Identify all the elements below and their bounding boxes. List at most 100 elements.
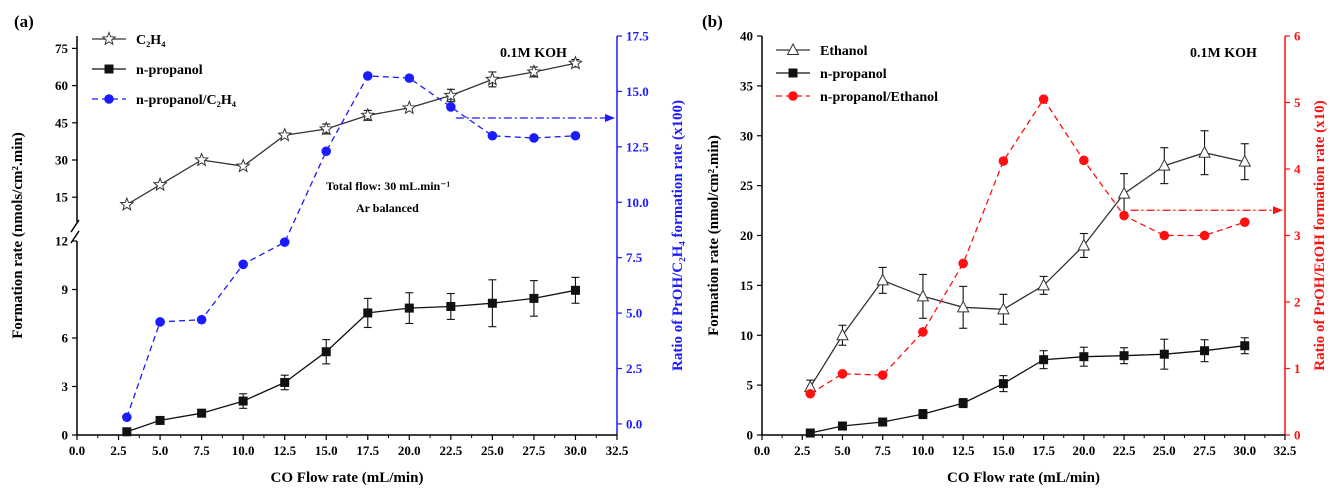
x-tick-label: 20.0 (398, 443, 421, 458)
x-tick-label: 7.5 (193, 443, 210, 458)
series-line (126, 289, 576, 433)
y2-axis-label: Ratio of PrOH/C₂H₄ formation rate (x100) (670, 100, 686, 371)
x-tick-label: 12.5 (952, 443, 975, 458)
legend-marker (788, 91, 798, 101)
x-tick-label: 25.0 (1153, 443, 1176, 458)
data-point (194, 152, 210, 167)
panel-letter: (b) (702, 12, 723, 31)
y-tick-label: 0 (62, 428, 69, 443)
data-point (487, 298, 497, 308)
y-tick-label: 10 (740, 328, 753, 343)
data-point (1159, 349, 1169, 359)
data-point (1238, 154, 1252, 167)
data-point (570, 285, 580, 295)
data-point (446, 102, 456, 112)
series-1 (122, 276, 580, 437)
x-tick-label: 2.5 (794, 443, 811, 458)
y-axis-label: Formation rate (nmol/cm².min) (706, 135, 722, 336)
x-tick-label: 27.5 (1193, 443, 1216, 458)
legend-label: n-propanol (820, 67, 887, 82)
x-tick-label: 15.0 (992, 443, 1015, 458)
data-point (152, 176, 168, 192)
y-tick-label: 60 (55, 78, 68, 93)
series-line (809, 98, 1246, 395)
panel-a: 0.0 2.5 5.0 7.5 10.0 12.5 15.0 17.5 20.0 22.5 25.0… (10, 12, 686, 486)
x-tick-label: 17.5 (1032, 443, 1055, 458)
x-tick-label: 15.0 (315, 443, 338, 458)
series-0 (119, 55, 583, 212)
data-point (997, 302, 1010, 315)
series-2 (805, 94, 1250, 399)
x-tick-label: 2.5 (110, 443, 127, 458)
y-tick-label: 35 (740, 78, 754, 93)
y2-tick-label: 0.0 (626, 416, 642, 431)
y-tick-label: 15 (740, 278, 754, 293)
x-tick-label: 20.0 (1072, 443, 1095, 458)
axis-pointer-arrowhead (1273, 206, 1283, 215)
data-point (1200, 346, 1210, 356)
data-point (362, 71, 373, 81)
data-point (998, 379, 1008, 389)
annotation-text: Ar balanced (356, 201, 419, 215)
data-point (837, 369, 848, 379)
data-point (567, 55, 583, 70)
data-point (837, 421, 847, 431)
condition-label: 0.1M KOH (1190, 46, 1257, 61)
y-tick-label: 5 (747, 378, 754, 393)
series-line (126, 62, 576, 206)
data-point (1240, 341, 1250, 351)
data-point (529, 293, 539, 303)
data-point (321, 146, 332, 157)
y-tick-label: 30 (55, 153, 68, 168)
y-tick-label: 15 (55, 190, 69, 205)
y2-tick-label: 17.5 (626, 29, 649, 44)
y2-tick-label: 4 (1294, 162, 1301, 177)
y2-tick-label: 1 (1294, 361, 1301, 376)
legend: C₂H₄ n-propanol n-propanol/C₂H₄ (92, 31, 237, 108)
data-point (916, 289, 930, 302)
data-point (119, 196, 135, 212)
data-point (1239, 217, 1250, 227)
x-tick-label: 12.5 (273, 443, 296, 458)
legend-label: n-propanol (136, 63, 203, 78)
data-point (1079, 155, 1089, 166)
x-tick-label: 0.0 (69, 443, 85, 458)
series-1 (805, 337, 1250, 438)
data-point (1199, 230, 1210, 241)
y-tick-label: 0 (747, 428, 754, 443)
annotation-text: Total flow: 30 mL.min⁻¹ (326, 179, 451, 193)
panel-b: 0.0 2.5 5.0 7.5 10.0 12.5 15.0 17.5 20.0 22.5 25.0… (702, 12, 1328, 486)
data-point (360, 107, 376, 122)
x-tick-label: 32.5 (1274, 443, 1297, 458)
data-point (196, 314, 207, 325)
x-tick-label: 30.0 (1233, 443, 1256, 458)
data-point (443, 87, 459, 102)
data-point (1038, 94, 1049, 104)
data-point (1119, 210, 1129, 221)
data-point (918, 327, 928, 337)
y2-tick-label: 7.5 (626, 250, 643, 265)
data-point (404, 73, 415, 83)
legend-label: n-propanol/Ethanol (820, 90, 938, 105)
x-tick-label: 22.5 (1113, 443, 1136, 458)
data-point (805, 388, 816, 399)
data-point (401, 100, 417, 115)
x-tick-label: 7.5 (875, 443, 892, 458)
series-line (810, 345, 1245, 434)
data-point (529, 133, 539, 143)
data-point (238, 396, 248, 406)
data-point (1077, 238, 1091, 251)
y-tick-label: 9 (62, 282, 69, 297)
data-point (1198, 145, 1211, 158)
x-tick-label: 27.5 (523, 443, 546, 458)
y2-tick-label: 2 (1294, 295, 1301, 310)
y2-tick-label: 2.5 (626, 361, 643, 376)
data-point (280, 377, 290, 387)
data-point (277, 127, 293, 142)
x-axis-label: CO Flow rate (mL/min) (947, 470, 1100, 486)
y-axis-label: Formation rate (nmols/cm².min) (10, 132, 26, 339)
data-point (235, 158, 251, 173)
y-tick-label: 25 (740, 178, 754, 193)
x-tick-label: 0.0 (754, 443, 770, 458)
